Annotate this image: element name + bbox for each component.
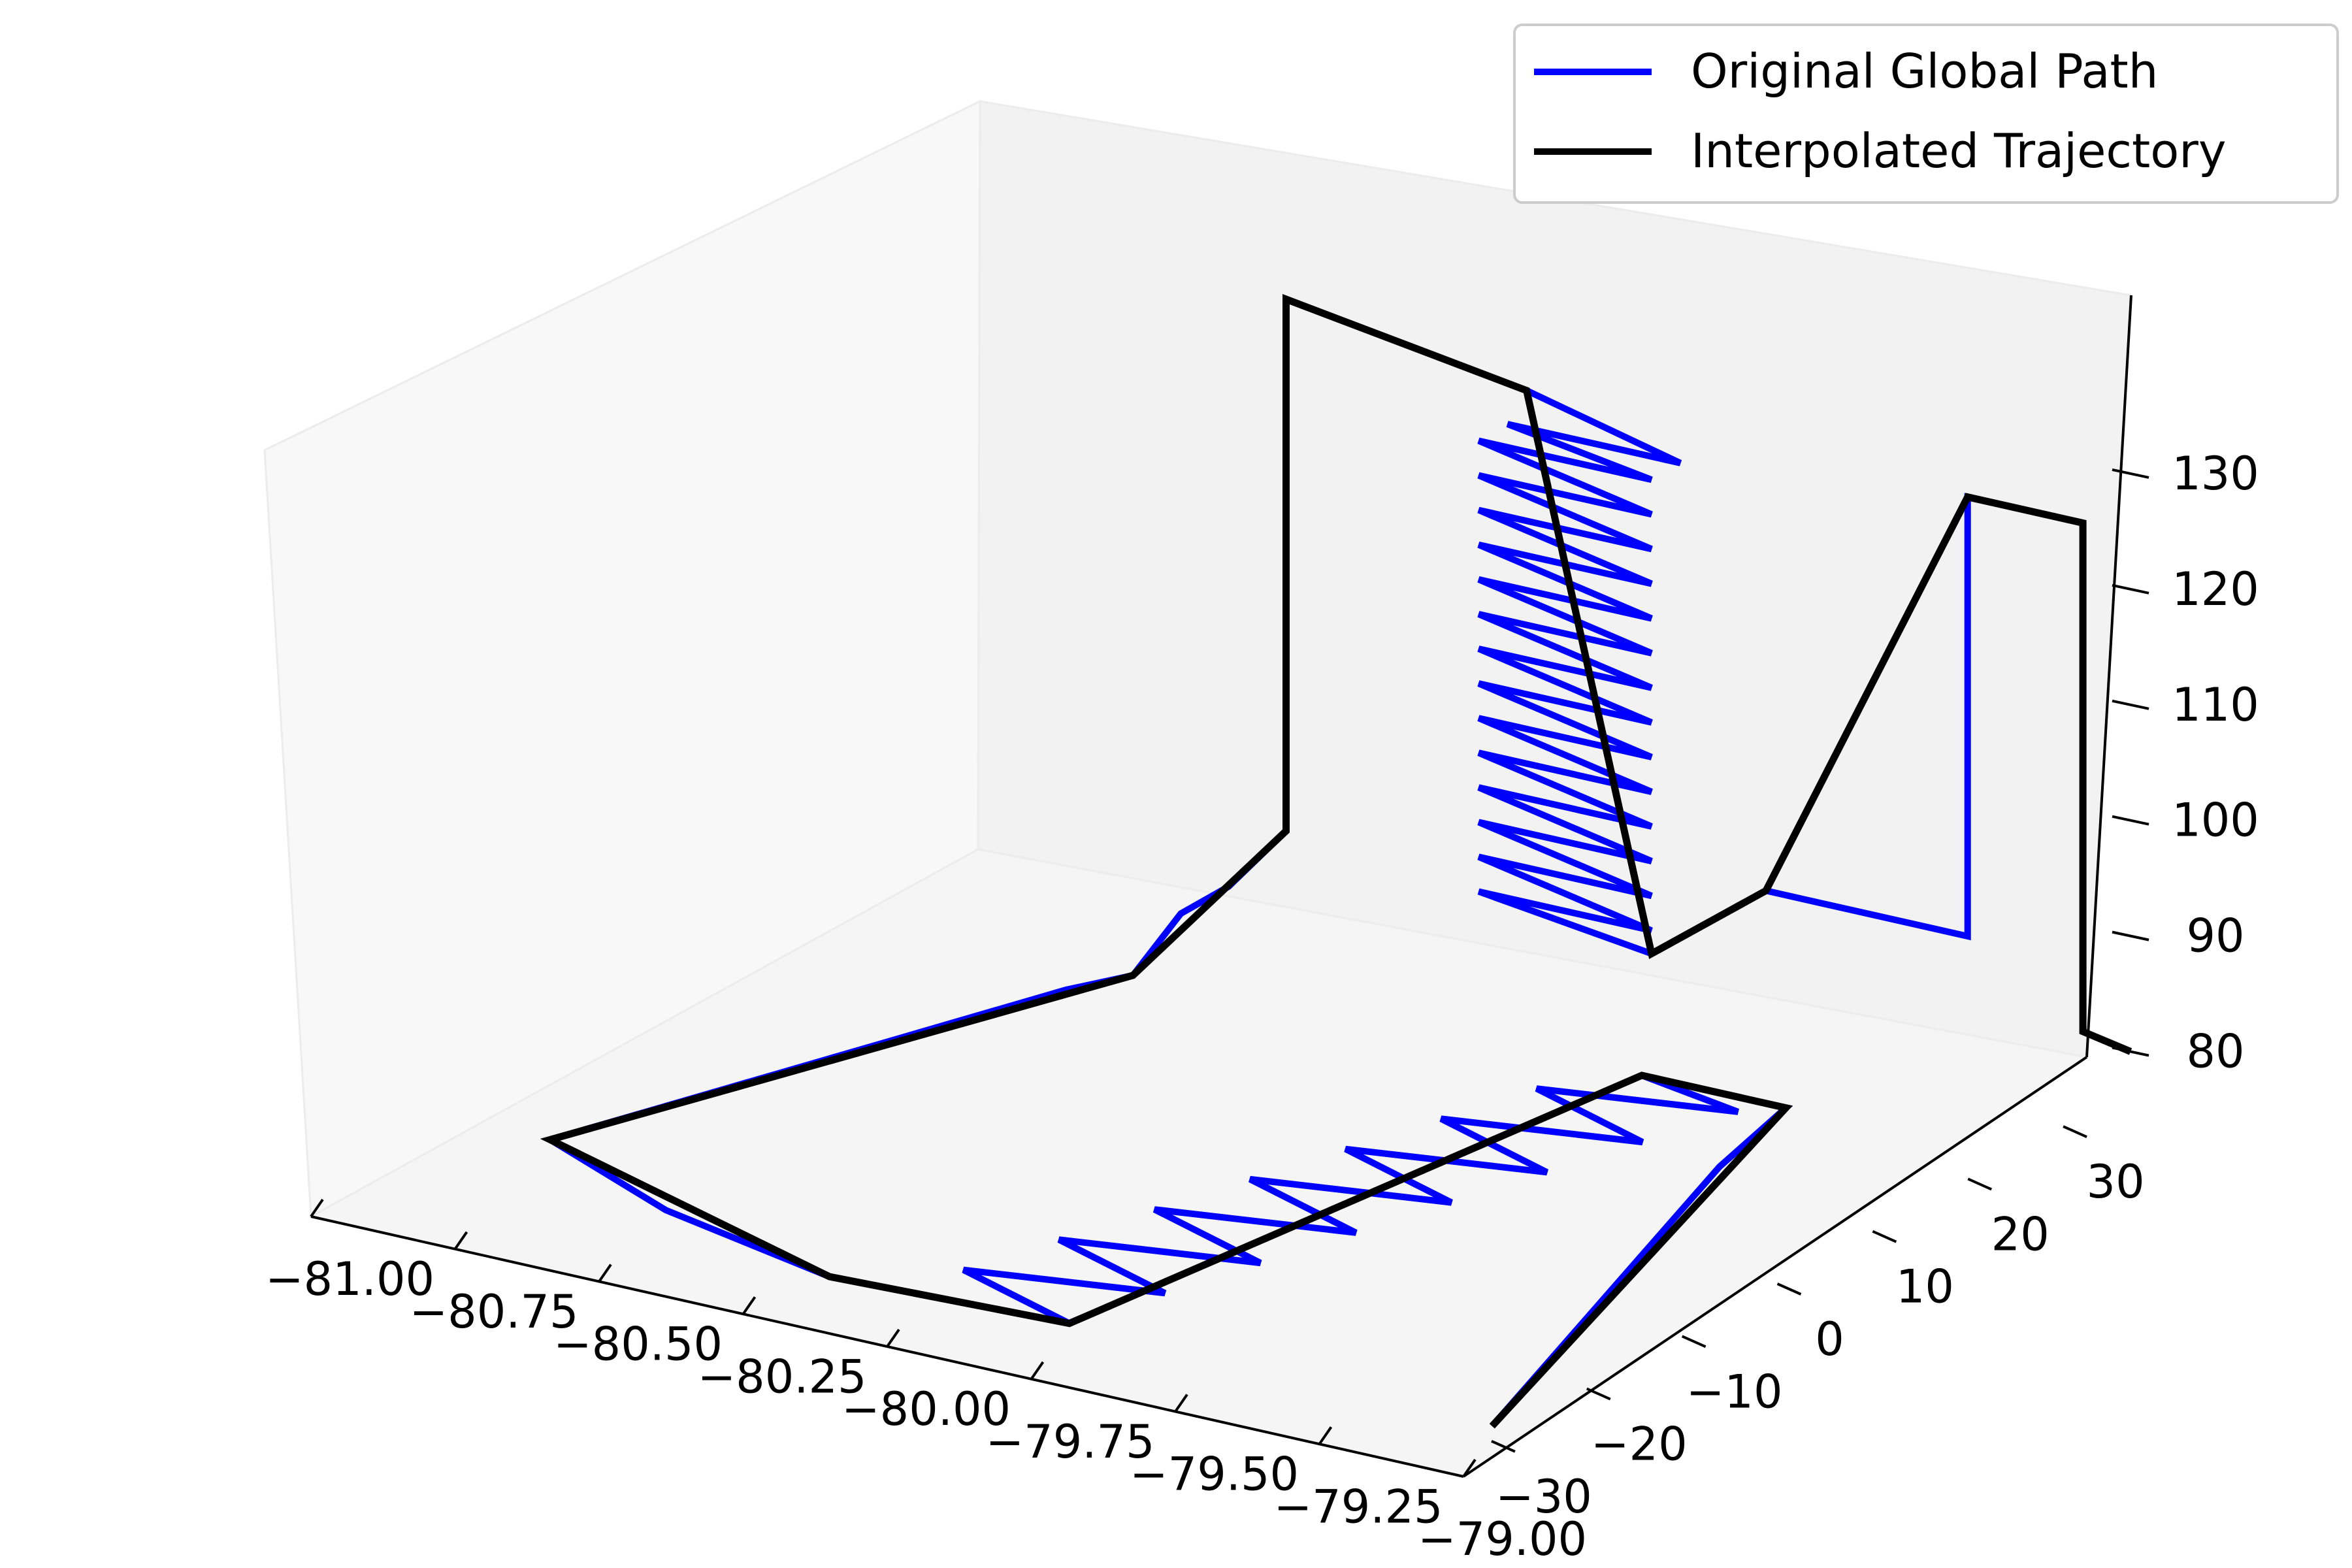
legend-label-interpolated: Interpolated Trajectory	[1691, 123, 2227, 178]
series-line-1	[540, 294, 2132, 1429]
z-tick-label-0: 80	[2186, 1025, 2244, 1079]
z-ticks: 80 90 100 110 120 130	[2112, 447, 2259, 1079]
x-ticks: −81.00−80.75−80.50−80.25−80.00−79.75−79.…	[265, 1198, 1587, 1566]
x-tick-label-7: −79.25	[1274, 1480, 1443, 1533]
y-tick-4	[1872, 1230, 1897, 1243]
z-tick-2	[2112, 815, 2149, 826]
z-tick-1	[2112, 930, 2149, 941]
z-tick-label-5: 130	[2172, 447, 2259, 500]
y-tick-label-6: 30	[2087, 1155, 2145, 1209]
x-tick-label-2: −80.50	[553, 1318, 723, 1371]
z-tick-label-4: 120	[2172, 563, 2259, 616]
x-tick-6	[1174, 1394, 1188, 1413]
x-tick-label-6: −79.50	[1130, 1448, 1299, 1501]
z-tick-label-1: 90	[2186, 909, 2244, 963]
x-tick-label-4: −80.00	[841, 1382, 1011, 1436]
x-tick-label-3: −80.25	[698, 1350, 867, 1403]
x-tick-0	[310, 1198, 324, 1218]
z-tick-3	[2112, 699, 2149, 710]
z-tick-label-3: 110	[2172, 678, 2259, 732]
y-tick-label-4: 10	[1896, 1260, 1954, 1314]
series-layer	[540, 294, 2132, 1429]
y-tick-3	[1776, 1282, 1802, 1296]
x-tick-label-0: −81.00	[265, 1252, 434, 1306]
z-tick-label-2: 100	[2172, 794, 2259, 847]
y-axis-line	[1462, 1056, 2088, 1478]
x-tick-1	[453, 1231, 468, 1250]
y-tick-0	[1491, 1440, 1516, 1453]
x-tick-label-5: −79.75	[986, 1415, 1155, 1469]
y-ticks: −30−20−10 0 10 20 30	[1491, 1125, 2145, 1524]
x-tick-3	[742, 1296, 757, 1315]
x-tick-5	[1030, 1361, 1045, 1380]
legend-frame	[1513, 24, 2339, 204]
x-tick-4	[886, 1328, 900, 1348]
x-tick-2	[598, 1264, 612, 1282]
y-tick-2	[1681, 1335, 1707, 1348]
x-tick-7	[1318, 1426, 1333, 1445]
legend-label-original: Original Global Path	[1691, 44, 2158, 99]
x-tick-8	[1462, 1458, 1477, 1478]
y-tick-label-2: −10	[1686, 1365, 1783, 1418]
z-tick-5	[2112, 468, 2149, 479]
y-tick-5	[1967, 1177, 1993, 1191]
z-tick-4	[2112, 583, 2149, 595]
y-tick-6	[2063, 1125, 2087, 1138]
legend: Original Global Path Interpolated Trajec…	[1513, 24, 2339, 204]
y-tick-label-0: −30	[1495, 1470, 1592, 1524]
y-tick-label-1: −20	[1591, 1418, 1688, 1471]
y-tick-1	[1586, 1387, 1611, 1401]
z-axis-line	[2085, 295, 2132, 1058]
x-tick-label-8: −79.00	[1418, 1512, 1587, 1566]
y-tick-label-3: 0	[1815, 1313, 1844, 1366]
y-tick-label-5: 20	[1991, 1207, 2050, 1261]
x-tick-label-1: −80.75	[410, 1285, 579, 1339]
series-line-0	[542, 294, 2132, 1429]
